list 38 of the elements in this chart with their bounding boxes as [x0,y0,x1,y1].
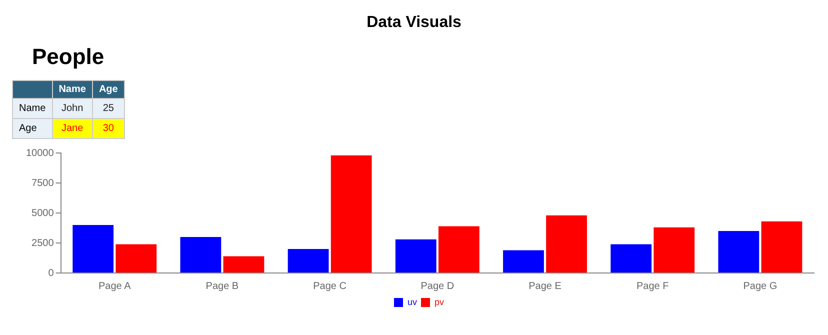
text: 25 [102,103,114,114]
bar [610,244,652,272]
x-tick-label: Page G [743,280,778,292]
x-tick-label: Page F [636,280,669,292]
category-label: Name [19,103,46,114]
bar [438,226,480,272]
bar [223,256,264,272]
y-tick-label: 5000 [32,208,54,219]
y-tick-label: 2500 [32,238,54,249]
x-tick-label: Page A [98,280,132,292]
text: 30 [102,123,114,134]
y-tick-label: 10000 [26,148,54,159]
legend-label: pv [434,296,445,307]
bar [180,237,222,272]
x-tick-label: Page B [206,280,239,292]
text: People [32,44,106,70]
bar [72,225,114,272]
bar [395,239,436,272]
category-label: Age [92,80,124,98]
bar [116,244,157,272]
category-label: Age [19,123,37,134]
y-tick-label: 7500 [32,178,54,189]
bar [546,215,587,272]
bar [718,231,760,272]
x-tick-label: Page D [420,280,454,292]
bar [330,155,372,272]
bar [761,221,802,272]
bar [654,227,695,272]
legend-label: uv [407,296,418,307]
text: Data Visuals [366,14,462,32]
bar [503,250,544,272]
text: John [61,103,84,114]
category-label: Name [52,80,92,98]
x-tick-label: Page E [528,280,562,292]
text: Jane [61,123,84,134]
bar [288,249,329,272]
x-tick-label: Page C [313,280,346,292]
y-tick-label: 0 [48,268,54,279]
